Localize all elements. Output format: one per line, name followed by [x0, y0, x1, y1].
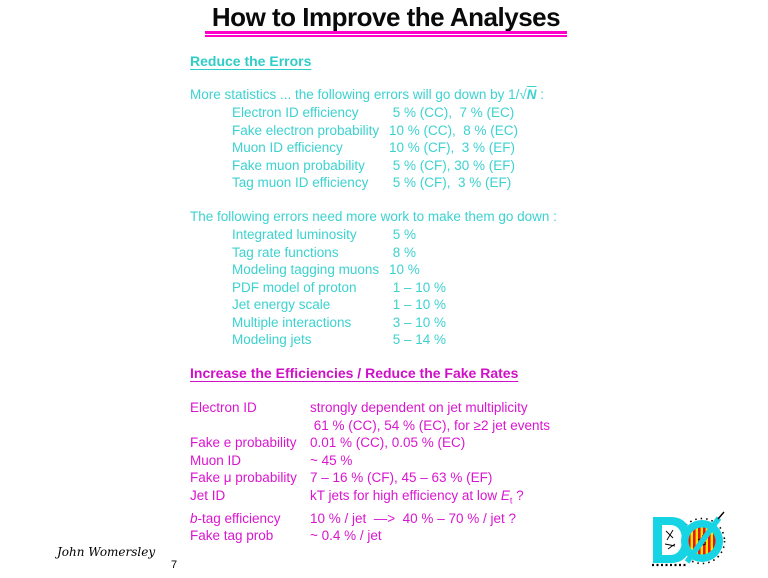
error-statistics-table: Electron ID efficiency 5 % (CC), 7 % (EC…: [232, 104, 518, 192]
et-subscript: t: [509, 495, 513, 506]
row-label: PDF model of proton: [232, 279, 357, 295]
table-row: Modeling tagging muons 10 %: [232, 261, 446, 279]
more-work-table: Integrated luminosity 5 % Tag rate funct…: [232, 226, 446, 349]
table-row: Fake electron probability 10 % (CC), 8 %…: [232, 122, 518, 140]
table-row: Integrated luminosity 5 %: [232, 226, 446, 244]
table-row: Fake e probability 0.01 % (CC), 0.05 % (…: [190, 434, 550, 452]
row-label: b-tag efficiency: [190, 510, 310, 528]
reduce-intro-text: More statistics ... the following errors…: [190, 87, 509, 102]
row-value: 5 – 14 %: [389, 332, 447, 347]
more-work-intro-line: The following errors need more work to m…: [190, 209, 557, 224]
table-row: Muon ID efficiency 10 % (CF), 3 % (EF): [232, 139, 518, 157]
row-value: strongly dependent on jet multiplicity: [310, 400, 528, 415]
title-underline: [205, 31, 567, 37]
table-row: Fake muon probability 5 % (CF), 30 % (EF…: [232, 157, 518, 175]
d0-logo-graphic: [652, 511, 726, 567]
table-row: Fake tag prob ~ 0.4 % / jet: [190, 527, 550, 545]
row-value: 8 %: [389, 244, 417, 260]
page-title: How to Improve the Analyses: [211, 2, 561, 32]
table-row: Tag rate functions 8 %: [232, 244, 446, 262]
row-value: 3 – 10 %: [389, 314, 447, 330]
et-variable: E: [500, 487, 510, 503]
row-label: Fake tag prob: [190, 528, 274, 544]
table-row: Muon ID ~ 45 %: [190, 452, 550, 470]
table-row: 61 % (CC), 54 % (EC), for ≥2 jet events: [190, 417, 550, 435]
d0-experiment-logo: [648, 509, 726, 573]
row-value: 1 – 10 %: [389, 279, 447, 295]
table-row: Modeling jets 5 – 14 %: [232, 331, 446, 349]
row-value: 7 – 16 % (CF), 45 – 63 % (EF): [310, 470, 493, 485]
table-row: PDF model of proton 1 – 10 %: [232, 279, 446, 297]
table-row: Jet energy scale 1 – 10 %: [232, 296, 446, 314]
row-value: 10 % (CC), 8 % (EC): [389, 122, 519, 138]
table-row: Tag muon ID efficiency 5 % (CF), 3 % (EF…: [232, 174, 518, 192]
row-value: 1 – 10 %: [389, 297, 447, 312]
table-row: b-tag efficiency 10 % / jet —> 40 % – 70…: [190, 510, 550, 528]
table-row: Electron ID efficiency 5 % (CC), 7 % (EC…: [232, 104, 518, 122]
jet-id-question: ?: [512, 487, 524, 503]
table-row: Jet ID kT jets for high efficiency at lo…: [190, 487, 550, 510]
title-underline-top: [205, 31, 567, 34]
row-label: Modeling jets: [232, 332, 312, 347]
row-value: 5 %: [389, 227, 417, 242]
row-value: 10 % / jet —> 40 % – 70 % / jet ?: [310, 510, 516, 526]
row-label: Modeling tagging muons: [232, 262, 380, 277]
row-label: Electron ID efficiency: [232, 105, 359, 120]
btag-label-rest: -tag efficiency: [197, 510, 281, 526]
row-label: Jet energy scale: [232, 297, 331, 312]
table-row: Multiple interactions 3 – 10 %: [232, 314, 446, 332]
reduce-intro-line: More statistics ... the following errors…: [190, 86, 544, 104]
row-value: 5 % (CF), 3 % (EF): [389, 175, 512, 190]
table-row: Electron ID strongly dependent on jet mu…: [190, 399, 550, 417]
row-value: 10 % (CF), 3 % (EF): [389, 140, 516, 155]
row-value: ~ 0.4 % / jet: [310, 528, 382, 544]
section-heading-reduce-errors: Reduce the Errors: [190, 53, 312, 69]
row-value: kT jets for high efficiency at low Et ?: [310, 487, 524, 510]
row-value: 10 %: [389, 262, 420, 277]
efficiencies-table: Electron ID strongly dependent on jet mu…: [190, 399, 550, 545]
table-row: Fake μ probability 7 – 16 % (CF), 45 – 6…: [190, 469, 550, 487]
logo-letter-o-slash: [681, 511, 725, 564]
jet-id-text: kT jets for high efficiency at low: [310, 487, 501, 503]
row-value: 5 % (CC), 7 % (EC): [389, 105, 515, 120]
row-value: ~ 45 %: [310, 452, 353, 468]
row-label: Electron ID: [190, 400, 257, 415]
btag-b-italic: b: [190, 510, 198, 526]
row-label: Fake μ probability: [190, 470, 297, 485]
row-label-spacer: [190, 417, 310, 435]
row-label: Fake muon probability: [232, 157, 365, 173]
author-name: John Womersley: [57, 545, 156, 559]
reduce-intro-colon: :: [536, 87, 545, 102]
section-heading-increase-efficiencies: Increase the Efficiencies / Reduce the F…: [190, 365, 519, 381]
logo-sketch-ring: [678, 517, 726, 565]
row-label: Muon ID: [190, 452, 242, 468]
row-label: Jet ID: [190, 487, 226, 503]
row-label: Fake e probability: [190, 435, 297, 450]
title-underline-bottom: [205, 35, 567, 37]
row-value: 0.01 % (CC), 0.05 % (EC): [310, 435, 466, 450]
row-value-continued: 61 % (CC), 54 % (EC), for ≥2 jet events: [310, 417, 550, 433]
row-label: Muon ID efficiency: [232, 140, 343, 155]
row-label: Integrated luminosity: [232, 227, 357, 242]
page-number: 7: [171, 559, 178, 571]
row-value: 5 % (CF), 30 % (EF): [389, 157, 516, 173]
row-label: Tag muon ID efficiency: [232, 175, 369, 190]
row-label: Fake electron probability: [232, 122, 380, 138]
logo-letter-d: [653, 517, 691, 563]
row-label: Multiple interactions: [232, 314, 352, 330]
sqrt-formula-n: N: [526, 87, 537, 102]
row-label: Tag rate functions: [232, 244, 339, 260]
sqrt-formula: 1/√: [508, 87, 527, 102]
